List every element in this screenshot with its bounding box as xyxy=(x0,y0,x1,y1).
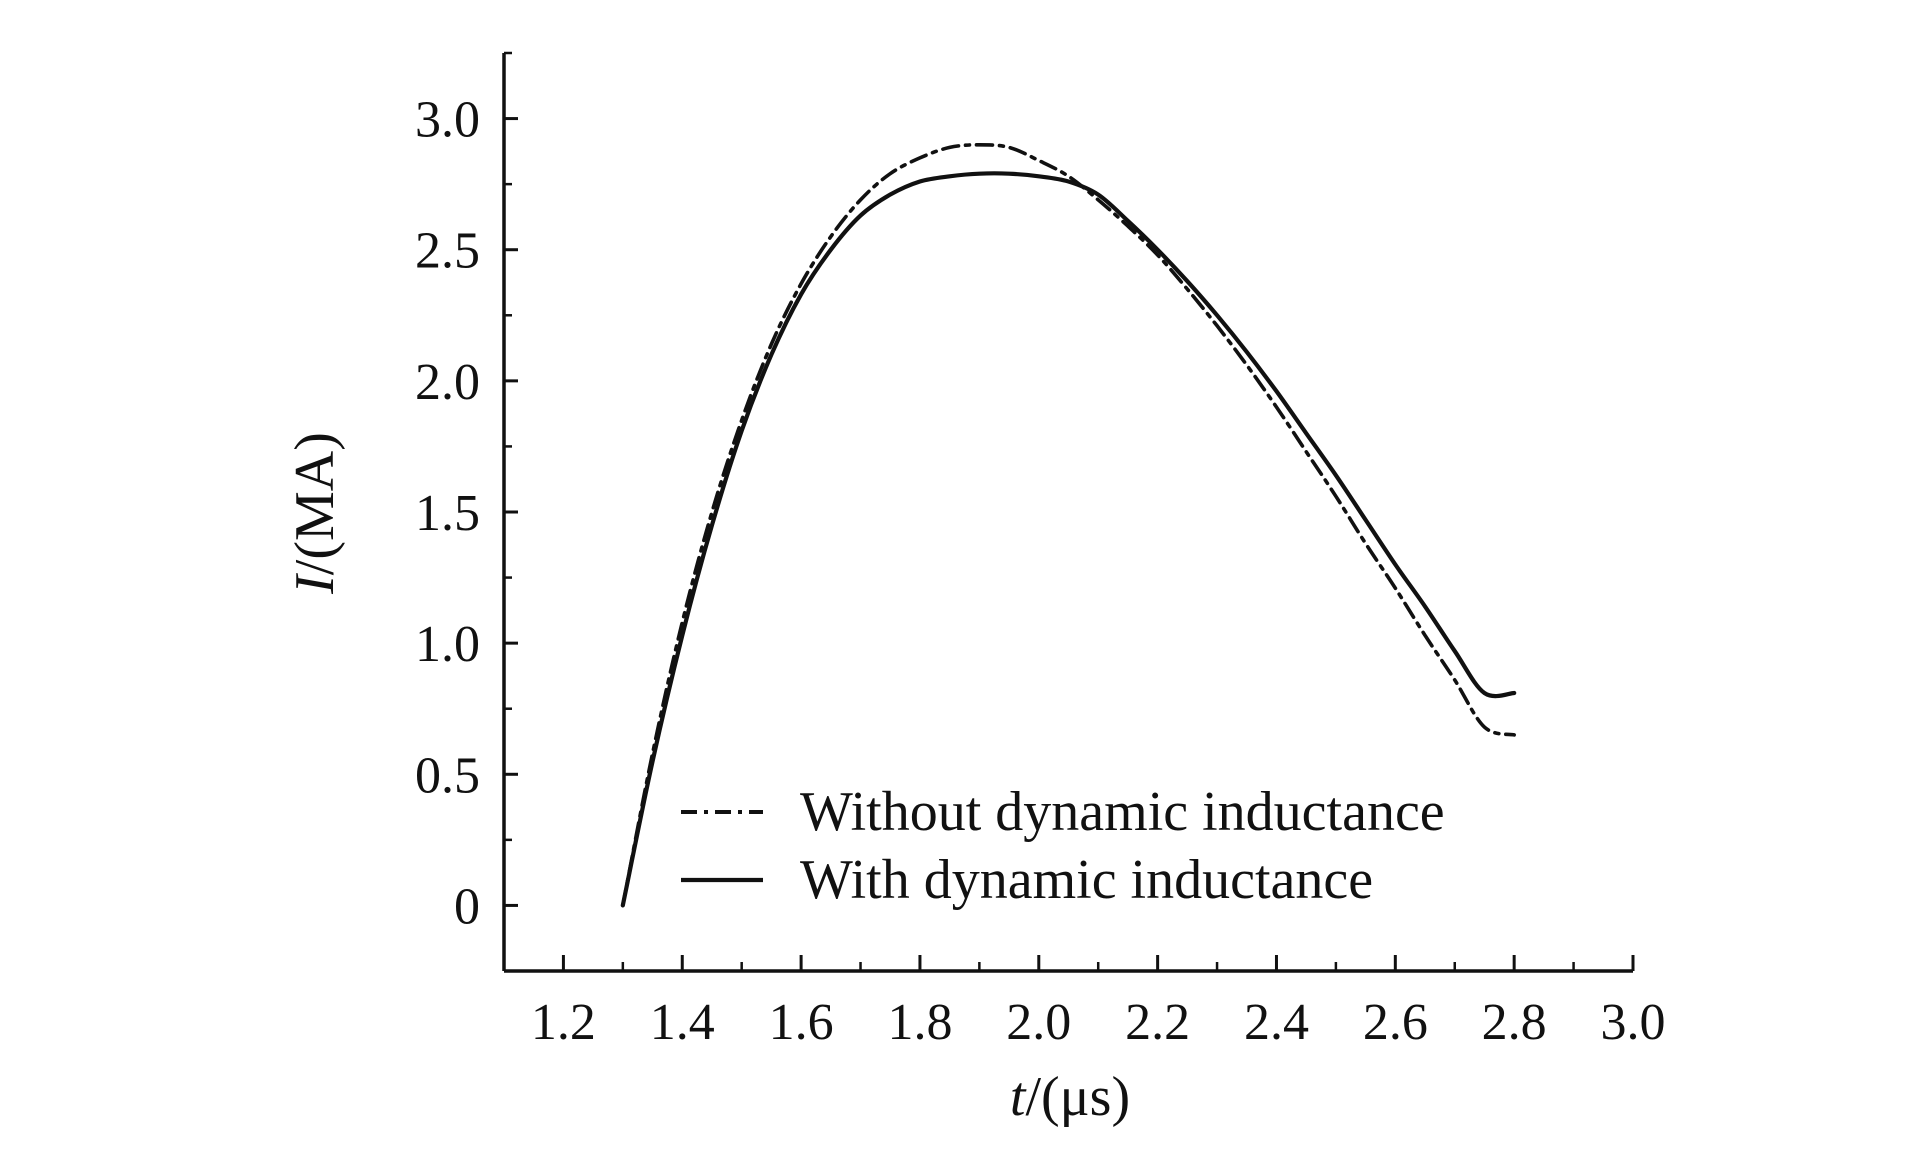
y-tick-label: 3.0 xyxy=(415,92,480,149)
y-axis-unit: /(MA) xyxy=(284,432,346,575)
x-axis-title: t/(μs) xyxy=(1010,1066,1130,1128)
x-tick-label: 1.2 xyxy=(531,994,596,1051)
x-tick-label: 2.0 xyxy=(1006,994,1071,1051)
y-tick-label: 0.5 xyxy=(415,747,480,804)
x-tick-label: 3.0 xyxy=(1601,994,1666,1051)
y-tick-label: 0 xyxy=(454,878,480,935)
y-tick-label: 1.0 xyxy=(415,616,480,673)
y-axis-variable: I xyxy=(284,573,346,595)
y-tick-label: 1.5 xyxy=(415,485,480,542)
x-tick-label: 1.8 xyxy=(887,994,952,1051)
series-line-with-dynamic-inductance xyxy=(620,171,1517,908)
x-tick-label: 1.6 xyxy=(769,994,834,1051)
legend-label: Without dynamic inductance xyxy=(800,781,1445,843)
y-tick-label: 2.0 xyxy=(415,354,480,411)
x-tick-label: 2.2 xyxy=(1125,994,1190,1051)
x-tick-label: 2.8 xyxy=(1482,994,1547,1051)
x-axis-unit: /(μs) xyxy=(1025,1066,1130,1128)
axes: 1.2 1.4 1.6 1.8 2.0 2.2 2.4 2.6 2.8 3.0 0 0.5 1.0 1.5… xyxy=(415,51,1666,1051)
x-tick-label: 1.4 xyxy=(650,994,715,1051)
y-axis-title: I/(MA) xyxy=(284,432,346,595)
x-tick-label: 2.4 xyxy=(1244,994,1309,1051)
x-axis-variable: t xyxy=(1010,1066,1027,1128)
x-tick-label: 2.6 xyxy=(1363,994,1428,1051)
plot-series xyxy=(620,143,1517,908)
y-tick-label: 2.5 xyxy=(415,223,480,280)
legend-label: With dynamic inductance xyxy=(800,849,1373,911)
series-line-without-dynamic-inductance xyxy=(621,143,1516,908)
